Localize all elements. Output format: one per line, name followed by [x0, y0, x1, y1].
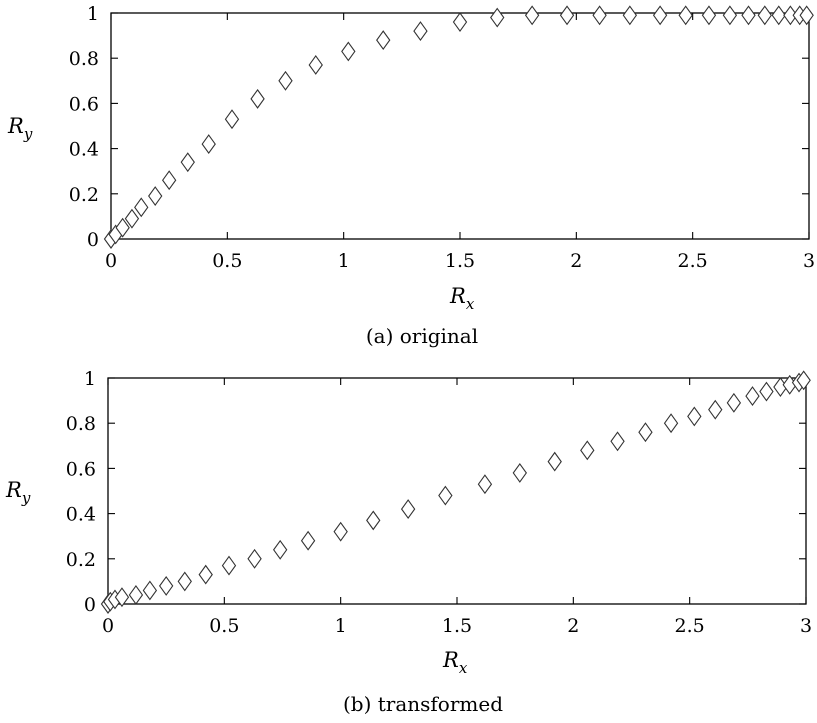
data-point-marker	[413, 21, 428, 42]
data-point-marker	[580, 440, 595, 461]
x-tick-label: 0.5	[212, 250, 242, 272]
data-point-marker	[678, 5, 693, 26]
chart-caption: (b) transformed	[343, 692, 503, 716]
x-tick-label: 3	[800, 615, 812, 637]
data-point-marker	[128, 585, 144, 605]
data-point-marker	[741, 5, 756, 26]
x-tick-label: 2	[567, 615, 579, 637]
y-tick-label: 1	[87, 3, 99, 25]
data-point-marker	[799, 5, 814, 26]
data-point-marker	[272, 539, 288, 560]
data-point-marker	[512, 462, 527, 483]
data-point-marker	[638, 422, 653, 443]
chart-caption: (a) original	[366, 324, 478, 348]
data-point-marker	[366, 510, 381, 531]
x-tick-label: 0	[105, 250, 117, 272]
data-points	[100, 370, 811, 614]
y-tick-label: 0.2	[66, 549, 96, 571]
data-point-marker	[400, 499, 416, 520]
data-point-marker	[341, 41, 356, 62]
y-tick-label: 0.8	[69, 48, 99, 70]
data-point-marker	[438, 485, 453, 506]
y-tick-label: 0	[87, 229, 99, 251]
x-tick-label: 0.5	[209, 615, 239, 637]
plot-frame	[110, 12, 810, 240]
y-tick-label: 0.2	[69, 184, 99, 206]
data-point-marker	[224, 109, 240, 130]
x-axis-label: Rx	[449, 284, 475, 313]
data-point-marker	[148, 186, 163, 206]
y-axis-label: Ry	[5, 478, 31, 507]
x-tick-label: 1.5	[442, 615, 472, 637]
y-tick-label: 0.8	[66, 413, 96, 435]
data-point-marker	[592, 5, 607, 26]
data-point-marker	[177, 571, 192, 592]
data-point-marker	[622, 5, 638, 26]
data-point-marker	[477, 474, 493, 495]
data-point-marker	[221, 555, 237, 576]
data-point-marker	[745, 386, 760, 407]
y-tick-label: 0.4	[66, 504, 96, 526]
data-point-marker	[124, 208, 140, 229]
data-points	[103, 5, 814, 249]
data-point-marker	[687, 406, 702, 427]
x-tick-label: 1	[338, 250, 350, 272]
data-point-marker	[796, 370, 811, 391]
data-point-marker	[250, 88, 265, 109]
y-tick-label: 0.6	[69, 93, 99, 115]
data-point-marker	[158, 575, 174, 596]
data-point-marker	[559, 5, 575, 26]
data-point-marker	[663, 413, 679, 434]
data-point-marker	[278, 70, 293, 91]
data-point-marker	[771, 5, 786, 26]
y-axis-ticks: 0 0.2 0.4 0.6 0.8 1	[69, 3, 809, 251]
data-point-marker	[300, 530, 316, 551]
data-point-marker	[722, 5, 738, 26]
y-axis-ticks: 0 0.2 0.4 0.6 0.8 1	[66, 368, 806, 616]
y-tick-label: 0.6	[66, 458, 96, 480]
y-tick-label: 1	[84, 368, 96, 390]
data-point-marker	[134, 197, 149, 218]
data-point-marker	[161, 170, 177, 191]
data-point-marker	[547, 451, 562, 472]
data-point-marker	[333, 521, 348, 542]
plot-frame	[107, 377, 807, 605]
y-tick-label: 0	[84, 594, 96, 616]
data-point-marker	[198, 564, 213, 585]
data-point-marker	[142, 580, 158, 601]
data-point-marker	[490, 7, 505, 28]
data-point-marker	[759, 381, 774, 402]
y-tick-label: 0.4	[69, 139, 99, 161]
data-point-marker	[247, 548, 262, 569]
data-point-marker	[610, 431, 625, 452]
data-point-marker	[652, 5, 668, 26]
data-point-marker	[115, 217, 130, 238]
data-point-marker	[114, 587, 130, 608]
x-axis-ticks: 0 0.5 1 1.5 2 2.5 3	[102, 378, 812, 637]
x-tick-label: 2.5	[675, 615, 705, 637]
x-tick-label: 1	[335, 615, 347, 637]
chart-panel-transformed: 0 0.5 1 1.5 2 2.5 3 0 0.2 0.4 0.6 0.8 1 Ry Rx (b) t…	[5, 368, 812, 716]
chart-panel-original: 0 0.5 1 1.5 2 2.5 3 0 0.2 0.4 0.6 0.8 1 Ry Rx (a) o…	[7, 3, 815, 348]
x-axis-label: Rx	[442, 648, 468, 677]
data-point-marker	[308, 55, 323, 75]
y-axis-label: Ry	[7, 114, 33, 143]
x-tick-label: 2	[570, 250, 582, 272]
data-point-marker	[180, 152, 195, 173]
x-tick-label: 1.5	[445, 250, 475, 272]
data-point-marker	[701, 5, 717, 26]
data-point-marker	[376, 30, 391, 51]
data-point-marker	[201, 134, 216, 155]
x-tick-label: 3	[803, 250, 815, 272]
data-point-marker	[757, 5, 772, 26]
data-point-marker	[524, 5, 540, 26]
x-tick-label: 0	[102, 615, 114, 637]
x-tick-label: 2.5	[678, 250, 708, 272]
data-point-marker	[708, 399, 723, 420]
data-point-marker	[726, 392, 742, 413]
data-point-marker	[452, 12, 468, 32]
